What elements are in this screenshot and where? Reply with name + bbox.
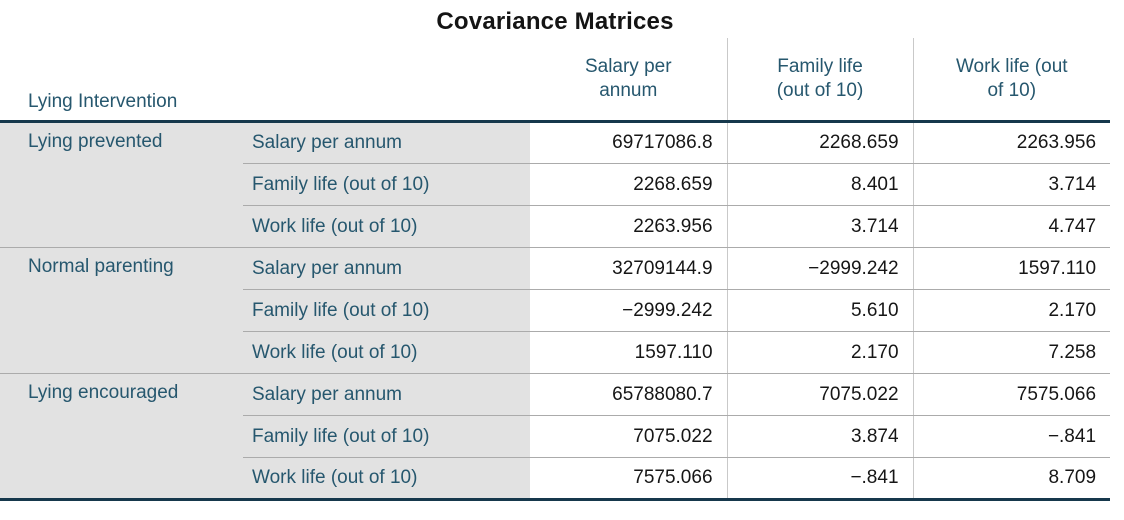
table-row: Family life (out of 10) 2268.659 8.401 3… xyxy=(0,163,1111,206)
table-title: Covariance Matrices xyxy=(436,8,674,35)
cell-value: 2268.659 xyxy=(726,121,914,164)
table-row: Work life (out of 10) 7575.066 −.841 8.7… xyxy=(0,457,1111,501)
column-header-family-life: Family life (out of 10) xyxy=(726,38,914,123)
covariance-table: Lying Intervention Salary per annum Fami… xyxy=(0,38,1111,501)
corner-header-lying-intervention: Lying Intervention xyxy=(0,38,531,123)
cell-value: 7575.066 xyxy=(912,373,1111,416)
table-body: Lying prevented Salary per annum 6971708… xyxy=(0,121,1111,501)
cell-value: 3.714 xyxy=(912,163,1111,206)
cell-value: 4.747 xyxy=(912,205,1111,248)
cell-value: 8.709 xyxy=(912,457,1111,501)
table-header: Lying Intervention Salary per annum Fami… xyxy=(0,38,1111,123)
column-header-salary: Salary per annum xyxy=(530,38,728,123)
cell-value: 7075.022 xyxy=(530,415,728,458)
row-label: Work life (out of 10) xyxy=(243,331,531,374)
row-label: Family life (out of 10) xyxy=(243,415,531,458)
cell-value: 65788080.7 xyxy=(530,373,728,416)
cell-value: −2999.242 xyxy=(530,289,728,332)
table-row: Lying encouraged Salary per annum 657880… xyxy=(0,373,1111,501)
cell-value: 32709144.9 xyxy=(530,247,728,290)
cell-value: 2268.659 xyxy=(530,163,728,206)
row-label: Family life (out of 10) xyxy=(243,289,531,332)
cell-value: 69717086.8 xyxy=(530,121,728,164)
cell-value: 3.874 xyxy=(726,415,914,458)
column-header-work-life: Work life (out of 10) xyxy=(912,38,1111,123)
cell-value: 2.170 xyxy=(912,289,1111,332)
cell-value: 8.401 xyxy=(726,163,914,206)
row-label: Salary per annum xyxy=(243,121,531,164)
cell-value: 2.170 xyxy=(726,331,914,374)
cell-value: −.841 xyxy=(726,457,914,501)
group-label-lying-prevented: Lying prevented xyxy=(0,121,243,248)
cell-value: 7.258 xyxy=(912,331,1111,374)
table-row: Work life (out of 10) 2263.956 3.714 4.7… xyxy=(0,205,1111,248)
cell-value: −.841 xyxy=(912,415,1111,458)
row-label: Salary per annum xyxy=(243,373,531,416)
row-label: Family life (out of 10) xyxy=(243,163,531,206)
row-label: Salary per annum xyxy=(243,247,531,290)
cell-value: 5.610 xyxy=(726,289,914,332)
row-label: Work life (out of 10) xyxy=(243,457,531,501)
cell-value: 1597.110 xyxy=(530,331,728,374)
group-label-lying-encouraged: Lying encouraged xyxy=(0,373,243,501)
table-row: Family life (out of 10) −2999.242 5.610 … xyxy=(0,289,1111,332)
cell-value: 2263.956 xyxy=(912,121,1111,164)
group-label-normal-parenting: Normal parenting xyxy=(0,247,243,374)
table-row: Work life (out of 10) 1597.110 2.170 7.2… xyxy=(0,331,1111,374)
cell-value: 7575.066 xyxy=(530,457,728,501)
table-row: Lying prevented Salary per annum 6971708… xyxy=(0,121,1111,248)
row-label: Work life (out of 10) xyxy=(243,205,531,248)
cell-value: 7075.022 xyxy=(726,373,914,416)
table-row: Family life (out of 10) 7075.022 3.874 −… xyxy=(0,415,1111,458)
cell-value: −2999.242 xyxy=(726,247,914,290)
cell-value: 3.714 xyxy=(726,205,914,248)
cell-value: 2263.956 xyxy=(530,205,728,248)
cell-value: 1597.110 xyxy=(912,247,1111,290)
table-row: Normal parenting Salary per annum 327091… xyxy=(0,247,1111,374)
